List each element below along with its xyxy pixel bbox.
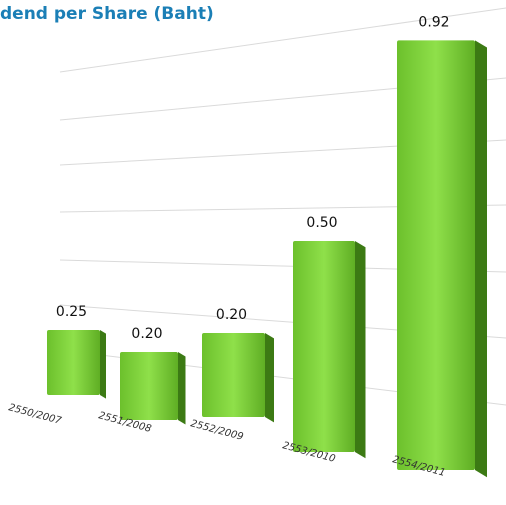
bar	[397, 40, 475, 471]
bar	[202, 333, 265, 417]
value-label: 0.25	[56, 304, 87, 320]
value-label: 0.50	[306, 215, 337, 231]
bar-side	[355, 241, 366, 459]
value-label: 0.92	[418, 14, 449, 30]
bar	[293, 241, 355, 452]
bar	[47, 330, 100, 395]
x-tick-label: 2550/2007	[7, 402, 63, 427]
bar	[120, 352, 178, 420]
bar-side	[100, 330, 106, 399]
bar-side	[475, 40, 487, 478]
value-label: 0.20	[131, 326, 162, 342]
bar-side	[178, 352, 186, 425]
bar-side	[265, 333, 274, 423]
value-label: 0.20	[216, 307, 247, 323]
x-tick-label: 2552/2009	[189, 418, 244, 443]
chart-title: dend per Share (Baht)	[0, 4, 214, 24]
